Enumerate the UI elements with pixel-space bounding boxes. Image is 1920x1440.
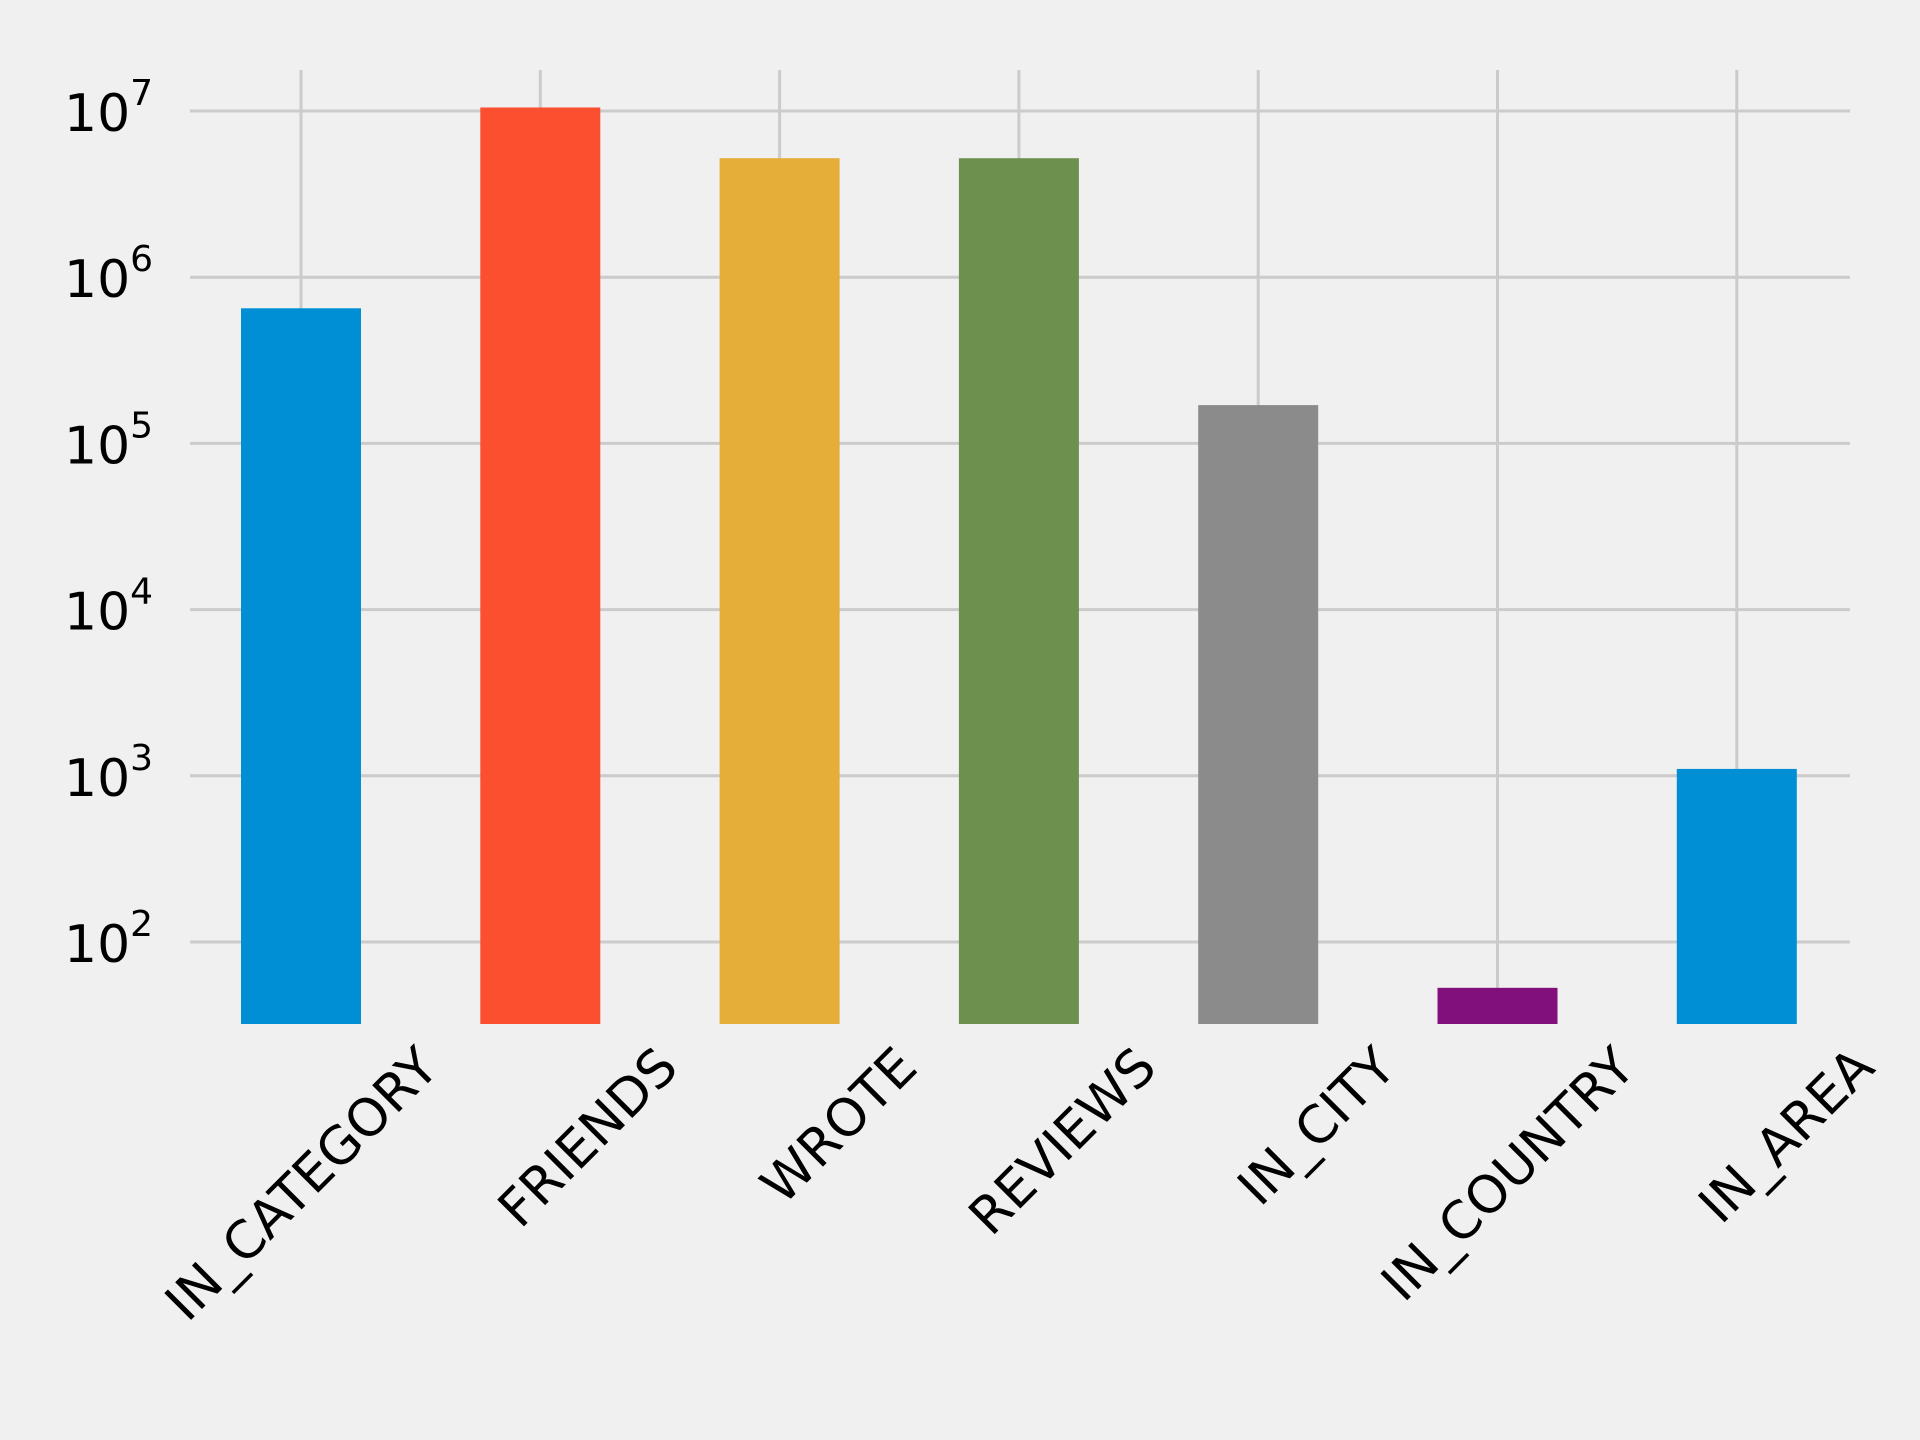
y-axis-ticks: 102 103 104 105 106 107 xyxy=(64,73,153,975)
bar-layer xyxy=(241,107,1797,1025)
bar-friends xyxy=(480,107,601,1025)
bar-reviews xyxy=(958,158,1079,1024)
bar-in-category xyxy=(241,308,361,1024)
y-tick-label: 104 xyxy=(64,572,153,643)
bar-in-city xyxy=(1198,405,1319,1025)
bar-in-area xyxy=(1676,768,1797,1024)
bar-wrote xyxy=(719,158,840,1024)
y-tick-label: 106 xyxy=(64,239,153,310)
y-tick-label: 103 xyxy=(64,738,153,809)
bar-in-country xyxy=(1437,987,1558,1024)
y-tick-label: 105 xyxy=(64,405,153,476)
y-tick-label: 102 xyxy=(64,904,153,975)
y-tick-label: 107 xyxy=(64,73,153,144)
